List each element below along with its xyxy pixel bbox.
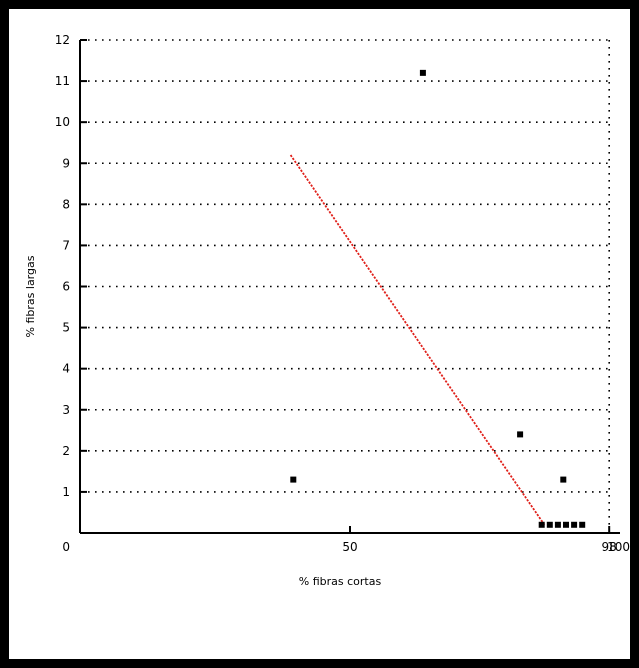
data-points [290, 69, 586, 528]
data-point [560, 476, 567, 483]
y-tick-label: 10 [55, 115, 70, 129]
y-tick-label: 11 [55, 74, 70, 88]
y-tick-label: 3 [62, 403, 70, 417]
y-tick-label: 12 [55, 33, 70, 47]
x-tick-label: 98 [602, 540, 617, 554]
data-point [563, 521, 569, 528]
data-point [554, 521, 561, 528]
data-point [517, 431, 524, 438]
y-tick-label: 4 [62, 362, 70, 376]
trend-line [289, 154, 546, 526]
y-axis-title: % fibras largas [24, 255, 37, 337]
y-tick-label: 7 [62, 238, 70, 252]
data-point [579, 521, 586, 528]
x-tick-label: 50 [342, 540, 357, 554]
y-tick-label: 6 [62, 280, 70, 294]
grid-lines [88, 39, 611, 529]
y-tick-label: 5 [62, 321, 70, 335]
x-tick-label: 100 [607, 540, 630, 554]
y-tick-label: 2 [62, 444, 70, 458]
x-tick-label: 0 [62, 540, 70, 554]
data-point [290, 476, 297, 483]
x-axis-title: % fibras cortas [299, 575, 382, 588]
data-point [571, 521, 578, 528]
data-point [419, 69, 426, 76]
y-tick-label: 1 [62, 485, 70, 499]
y-tick-label: 8 [62, 197, 70, 211]
y-tick-label: 9 [62, 156, 70, 170]
data-point [538, 521, 545, 528]
data-point [546, 521, 553, 528]
